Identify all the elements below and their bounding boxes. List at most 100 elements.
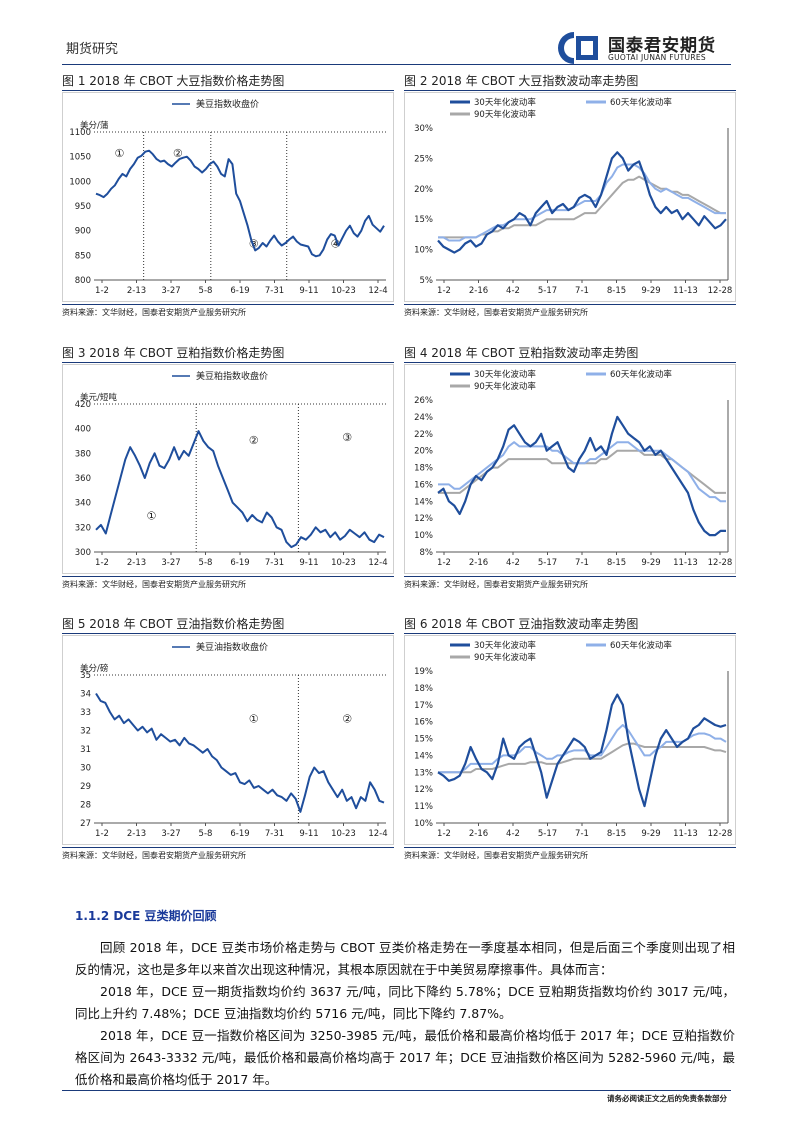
logo-text-cn: 国泰君安期货 (608, 36, 716, 56)
x-tick-label: 1-2 (95, 286, 109, 296)
legend-label: 美豆指数收盘价 (196, 98, 259, 110)
phase-marker: ① (114, 147, 124, 160)
y-tick-label: 14% (414, 497, 433, 507)
phase-marker: ③ (342, 431, 352, 444)
legend-label: 90天年化波动率 (474, 381, 536, 392)
y-tick-label: 320 (75, 523, 91, 533)
x-tick-label: 4-2 (506, 558, 520, 568)
y-axis-label: 美分/磅 (80, 663, 109, 674)
x-tick-label: 2-13 (127, 286, 146, 296)
legend-label: 30天年化波动率 (474, 369, 536, 380)
y-tick-label: 27 (80, 819, 91, 829)
chart-panel-1: 图 1 2018 年 CBOT 大豆指数价格走势图 资料来源：文华财经，国泰君安期… (62, 72, 394, 318)
x-tick-label: 9-29 (641, 286, 660, 296)
y-tick-label: 29 (80, 782, 91, 792)
y-tick-label: 35 (80, 671, 91, 681)
y-tick-label: 1000 (69, 177, 91, 187)
y-tick-label: 300 (75, 548, 91, 558)
chart-title: 图 4 2018 年 CBOT 豆粕指数波动率走势图 (404, 346, 639, 360)
chart-svg: 8% 10% 12% 14% 16% 18% 20% 22% 24% 26% 1-2 2-16 4-2 5… (414, 369, 732, 568)
y-tick-label: 850 (75, 251, 91, 261)
x-tick-label: 9-29 (641, 558, 660, 568)
x-tick-label: 10-23 (331, 829, 356, 839)
x-tick-label: 12-4 (368, 829, 387, 839)
chart-panel-4: 图 4 2018 年 CBOT 豆粕指数波动率走势图 资料来源：文华财经，国泰君安… (404, 344, 736, 590)
y-tick-label: 22% (414, 430, 433, 440)
section-heading: 1.1.2 DCE 豆类期价回顾 (75, 909, 217, 923)
y-tick-label: 34 (80, 690, 91, 700)
x-tick-label: 9-11 (299, 558, 318, 568)
y-tick-label: 16% (414, 718, 433, 728)
y-tick-label: 10% (414, 246, 433, 256)
series-line (95, 430, 385, 549)
x-tick-label: 2-13 (127, 558, 146, 568)
header-rule (62, 64, 731, 65)
y-tick-label: 420 (75, 400, 91, 410)
y-tick-label: 28 (80, 801, 91, 811)
footer-rule (62, 1090, 731, 1091)
chart-panel-6: 图 6 2018 年 CBOT 豆油指数波动率走势图 资料来源：文华财经，国泰君安… (404, 615, 736, 861)
y-tick-label: 25% (414, 154, 433, 164)
y-tick-label: 15% (414, 735, 433, 745)
x-tick-label: 3-27 (161, 829, 180, 839)
y-tick-label: 900 (75, 227, 91, 237)
chart-panel-2: 图 2 2018 年 CBOT 大豆指数波动率走势图 资料来源：文华财经，国泰君安… (404, 72, 736, 318)
x-tick-label: 2-16 (469, 558, 488, 568)
y-tick-label: 14% (414, 751, 433, 761)
x-tick-label: 9-11 (299, 829, 318, 839)
x-tick-label: 7-1 (575, 829, 589, 839)
y-tick-label: 30 (80, 764, 91, 774)
x-tick-label: 8-15 (607, 558, 626, 568)
y-tick-label: 31 (80, 745, 91, 755)
x-tick-label: 5-8 (199, 558, 213, 568)
legend-label: 30天年化波动率 (474, 640, 536, 651)
y-tick-label: 19% (414, 667, 433, 677)
chart-source-note: 资料来源：文华财经，国泰君安期货产业服务研究所 (404, 851, 588, 860)
phase-marker: ② (173, 147, 183, 160)
x-tick-label: 11-13 (673, 286, 698, 296)
x-tick-label: 5-17 (538, 829, 557, 839)
x-tick-label: 5-17 (538, 558, 557, 568)
legend-label: 60天年化波动率 (610, 369, 672, 380)
y-tick-label: 1100 (69, 128, 91, 138)
series-line (437, 415, 726, 537)
y-tick-label: 24% (414, 413, 433, 423)
y-tick-label: 380 (75, 449, 91, 459)
x-tick-label: 12-28 (708, 286, 733, 296)
y-tick-label: 950 (75, 202, 91, 212)
series-line (437, 693, 727, 808)
x-tick-label: 1-2 (95, 558, 109, 568)
y-tick-label: 15% (414, 215, 433, 225)
x-tick-label: 9-11 (299, 286, 318, 296)
legend-label: 美豆油指数收盘价 (196, 641, 268, 653)
chart-source-note: 资料来源：文华财经，国泰君安期货产业服务研究所 (62, 580, 246, 589)
paragraph-3: 2018 年，DCE 豆一指数价格区间为 3250-3985 元/吨，最低价格和… (75, 1028, 735, 1087)
chart-title: 图 1 2018 年 CBOT 大豆指数价格走势图 (62, 74, 285, 88)
x-tick-label: 7-31 (265, 286, 284, 296)
x-tick-label: 6-19 (230, 286, 249, 296)
series-line (438, 441, 726, 503)
x-tick-label: 9-29 (641, 829, 660, 839)
y-tick-label: 10% (414, 531, 433, 541)
x-tick-label: 5-8 (199, 286, 213, 296)
x-tick-label: 8-15 (607, 286, 626, 296)
paragraph-2: 2018 年，DCE 豆一期货指数均价约 3637 元/吨，同比下降约 5.78… (75, 984, 735, 1021)
footer-disclaimer: 请务必阅读正文之后的免责条款部分 (607, 1094, 727, 1103)
y-tick-label: 13% (414, 768, 433, 778)
y-tick-label: 1050 (69, 153, 91, 163)
x-tick-label: 2-13 (127, 829, 146, 839)
series-line (95, 149, 385, 258)
series-line (437, 151, 727, 254)
y-tick-label: 340 (75, 499, 91, 509)
y-axis-label: 美元/短吨 (80, 392, 117, 403)
x-tick-label: 12-4 (368, 558, 387, 568)
phase-marker: ④ (331, 237, 341, 250)
x-tick-label: 2-16 (469, 286, 488, 296)
y-tick-label: 32 (80, 727, 91, 737)
x-tick-label: 11-13 (673, 829, 698, 839)
phase-marker: ② (342, 712, 352, 725)
y-tick-label: 5% (420, 276, 434, 286)
chart-svg: 5% 10% 15% 20% 25% 30% 1-2 2-16 4-2 5-17 7-1 8-15 9-… (414, 97, 733, 296)
